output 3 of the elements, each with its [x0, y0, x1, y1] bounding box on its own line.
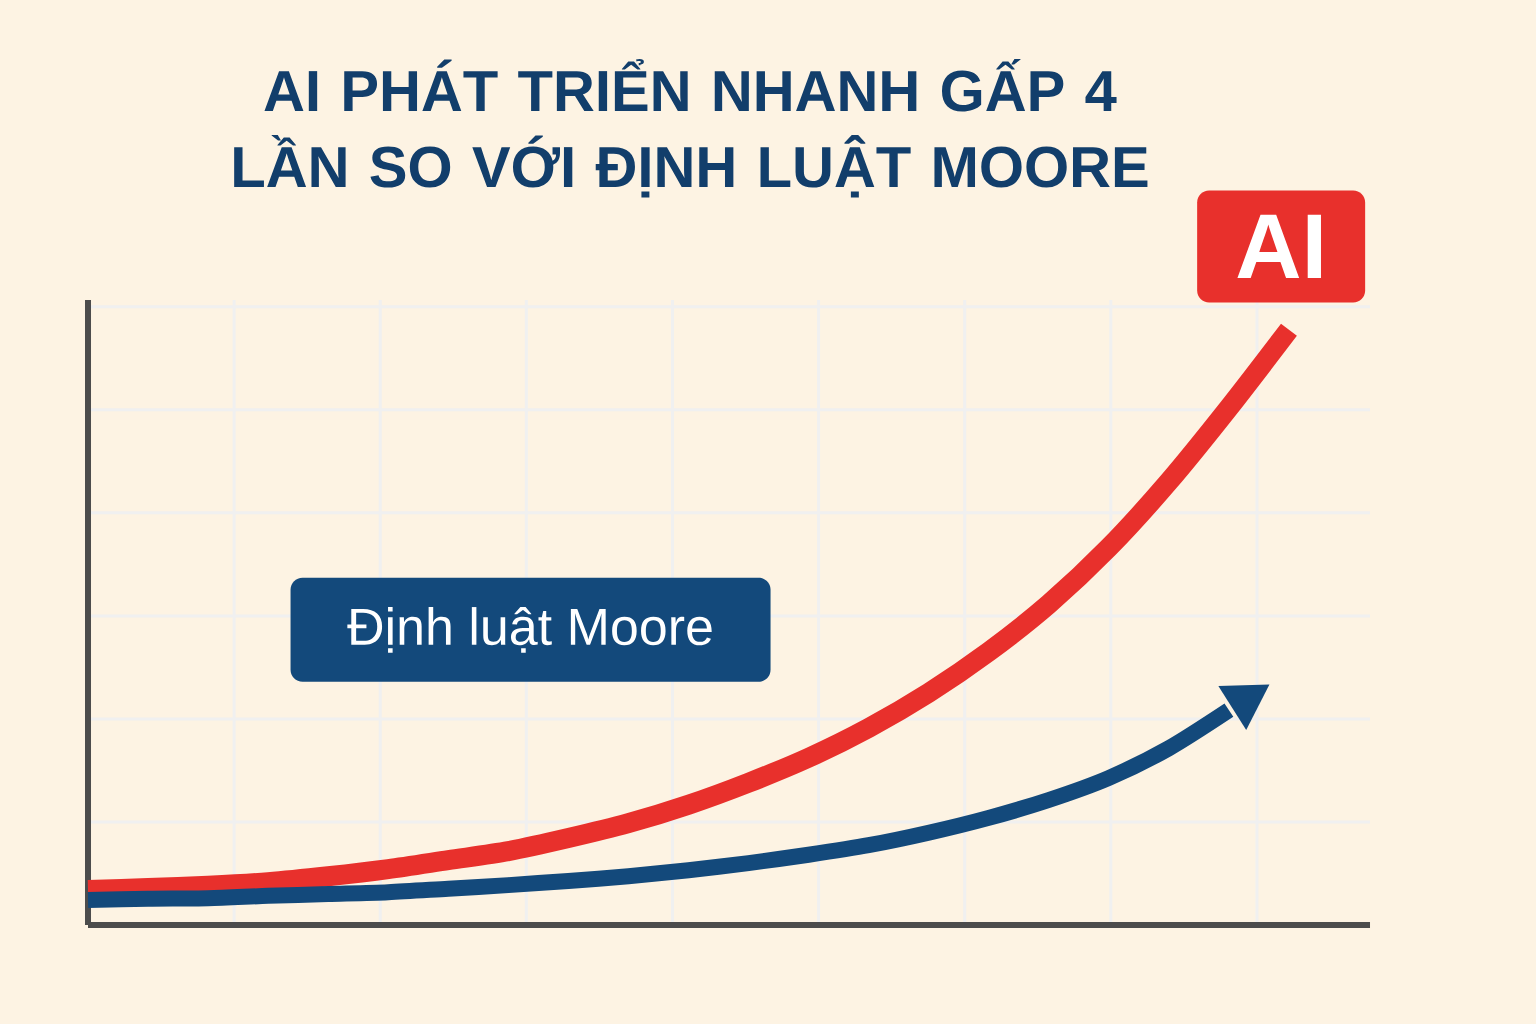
series-label: AI — [1237, 214, 1321, 279]
text: Định luật Moore — [347, 606, 712, 653]
chart-title: AI PHÁT TRIỂN NHANH GẤP 4 LẦN SO VỚI ĐỊNH LUẬT MOORE — [234, 59, 1148, 198]
